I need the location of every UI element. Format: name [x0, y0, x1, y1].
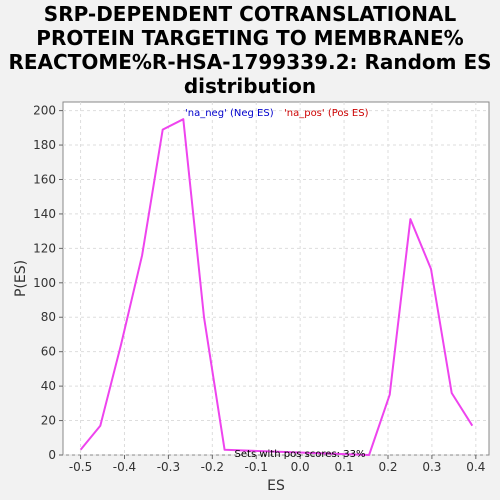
x-tick-label: -0.4: [113, 460, 136, 474]
y-axis-label: P(ES): [13, 260, 29, 297]
y-tick-label: 160: [33, 172, 56, 186]
x-tick-label: 0.4: [466, 460, 485, 474]
y-tick-label: 100: [33, 276, 56, 290]
y-axis: 0 20 40 60 80 100 120 140 160 180 200: [33, 104, 63, 462]
chart-title: SRP-DEPENDENT COTRANSLATIONAL PROTEIN TA…: [0, 2, 500, 98]
x-tick-label: -0.2: [201, 460, 224, 474]
y-tick-label: 200: [33, 104, 56, 118]
x-tick-label: 0.2: [378, 460, 397, 474]
plot-area: [62, 101, 490, 456]
x-tick-label: 0.3: [422, 460, 441, 474]
y-tick-label: 120: [33, 241, 56, 255]
series-layer: [79, 118, 474, 456]
y-tick-label: 20: [41, 414, 56, 428]
y-tick-label: 60: [41, 345, 56, 359]
x-axis: -0.5 -0.4 -0.3 -0.2 -0.1 0.0 0.1 0.2 0.3 0.4: [69, 455, 485, 474]
title-line-3: REACTOME%R-HSA-1799339.2: Random ES: [8, 50, 492, 74]
legend-entry-neg: 'na_neg' (Neg ES): [185, 108, 274, 119]
series-line: [79, 118, 474, 456]
x-tick-label: 0.0: [291, 460, 310, 474]
title-line-1: SRP-DEPENDENT COTRANSLATIONAL: [43, 2, 457, 26]
y-tick-label: 140: [33, 207, 56, 221]
x-tick-label: -0.3: [157, 460, 180, 474]
x-tick-label: 0.1: [335, 460, 354, 474]
y-tick-label: 0: [48, 448, 56, 462]
y-tick-label: 40: [41, 379, 56, 393]
title-line-4: distribution: [183, 74, 317, 98]
x-axis-label: ES: [267, 478, 285, 494]
x-tick-label: -0.1: [245, 460, 268, 474]
y-tick-label: 80: [41, 310, 56, 324]
legend-entry-pos: 'na_pos' (Pos ES): [284, 108, 369, 119]
title-line-2: PROTEIN TARGETING TO MEMBRANE%: [36, 26, 464, 50]
x-tick-label: -0.5: [69, 460, 92, 474]
pos-scores-annotation: Sets with pos scores: 33%: [235, 449, 366, 460]
y-tick-label: 180: [33, 138, 56, 152]
